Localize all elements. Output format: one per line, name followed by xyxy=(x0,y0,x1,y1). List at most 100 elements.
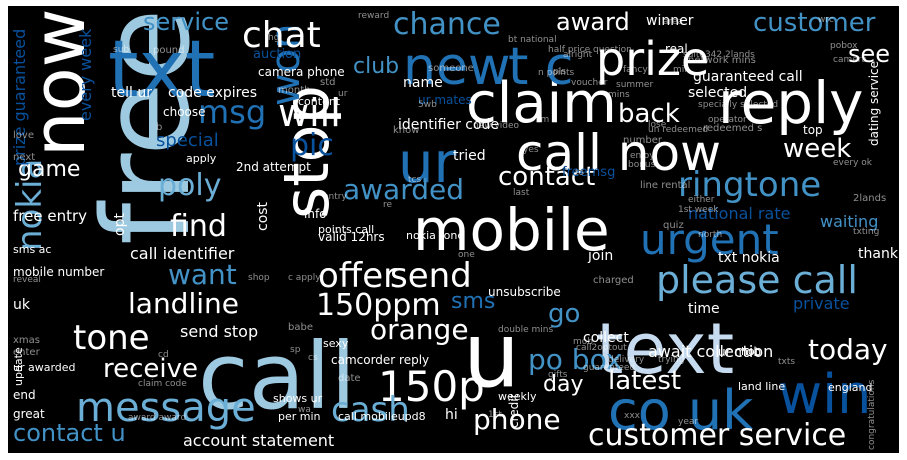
word-contact-u: contact u xyxy=(13,419,126,447)
word-pls: pls xyxy=(553,67,566,77)
word-fancy: fancy xyxy=(623,65,648,75)
word-150ppm: 150ppm xyxy=(316,288,441,323)
word-1st: 1st xyxy=(488,410,502,420)
word-camera: camera xyxy=(833,55,867,65)
word-awarded: awarded xyxy=(343,173,465,206)
word-will: will xyxy=(278,91,341,135)
word-uk: uk xyxy=(13,297,30,313)
word-entry: entry xyxy=(323,192,347,202)
word-call-mobileupd8: call mobileupd8 xyxy=(338,410,426,423)
word-auction: auction xyxy=(253,47,302,62)
word-yes: yes xyxy=(523,145,539,155)
word-date: date xyxy=(338,373,361,384)
word-ur: ur xyxy=(398,131,457,196)
word-double-mins: double mins xyxy=(498,325,554,335)
word-top: top xyxy=(803,123,823,137)
word-camcorder-reply: camcorder reply xyxy=(331,353,430,367)
word-sms: sms xyxy=(451,289,496,314)
word-great: great xyxy=(13,407,45,421)
word-xxx: xxx xyxy=(624,411,640,421)
word-txting: txting xyxy=(853,227,880,237)
word-content: content xyxy=(298,95,341,108)
word-await-collection: await collection xyxy=(648,342,774,361)
word-month: month xyxy=(278,85,311,96)
word-txt-nokia: txt nokia xyxy=(718,250,780,266)
word-collect: collect xyxy=(583,330,629,346)
word-enter: enter xyxy=(13,347,40,358)
word-voucher: voucher xyxy=(571,78,608,88)
word-cs: cs xyxy=(308,353,318,363)
word-thank: thank xyxy=(858,246,898,262)
word-area: area xyxy=(663,17,684,27)
word-sexy: sexy xyxy=(323,337,349,350)
word-charged: charged xyxy=(593,275,634,286)
word-urgent: urgent xyxy=(640,215,779,264)
word-know: know xyxy=(393,125,420,136)
word-claim: claim xyxy=(466,71,617,136)
word-claim-code: claim code xyxy=(138,379,187,389)
word-pobox: pobox xyxy=(830,41,858,51)
word-next: next xyxy=(13,152,36,163)
word-service: service xyxy=(143,8,229,36)
word-guaranteed: guaranteed xyxy=(583,363,636,373)
word-mob: mob xyxy=(573,337,593,347)
word-hi: hi xyxy=(445,407,458,423)
word-winner: winner xyxy=(646,13,694,29)
word-apply: apply xyxy=(186,152,217,165)
word-re: re xyxy=(383,200,393,210)
word-msg: msg xyxy=(198,93,267,131)
word-lose: lose xyxy=(648,120,667,130)
word-bonus: bonus xyxy=(628,160,656,170)
word-call-identifier: call identifier xyxy=(130,244,235,263)
word-please-call: please call xyxy=(656,258,858,302)
word-150p: 150p xyxy=(378,362,485,411)
word-call: call xyxy=(198,323,357,430)
word-offer: offer xyxy=(318,256,398,296)
word-love: love xyxy=(13,130,34,141)
word-pound: pound xyxy=(153,45,185,56)
word-tcs: tcs xyxy=(408,175,422,185)
word-camera-phone: camera phone xyxy=(258,65,345,79)
word-guaranteed-call: guaranteed call xyxy=(693,69,803,85)
word-wa: wa xyxy=(298,405,311,415)
word-end: end xyxy=(13,388,36,402)
word-year: year xyxy=(678,417,699,427)
word-quiz: quiz xyxy=(663,220,684,231)
word-opt: opt xyxy=(112,213,128,236)
word-new: new xyxy=(403,37,511,97)
word-tone: tone xyxy=(73,318,150,358)
word-code-expires: code expires xyxy=(168,85,257,101)
word-chat: chat xyxy=(242,15,321,56)
word-want: want xyxy=(168,258,237,291)
word-tried: tried xyxy=(453,148,486,164)
word-un-redeemed: un redeemed xyxy=(648,125,709,135)
word-weekly: weekly xyxy=(498,390,537,403)
word-5wb: 5wb xyxy=(418,100,437,110)
word-ur: ur xyxy=(338,89,348,99)
word-cd: cd xyxy=(158,350,169,360)
word-alright: alright xyxy=(563,50,593,60)
word-f: f xyxy=(313,400,317,410)
word-line-rental: line rental xyxy=(640,180,691,191)
word-award: award xyxy=(556,8,630,36)
word-network-mins: network mins xyxy=(688,55,756,66)
word-2lands: 2lands xyxy=(853,193,887,204)
word-c-apply: c apply xyxy=(288,273,321,283)
word-babe: babe xyxy=(288,322,313,333)
word-points-call: points call xyxy=(318,223,375,236)
word-someone: someone xyxy=(428,63,474,74)
word-send-stop: send stop xyxy=(180,322,259,341)
word-real: real xyxy=(665,42,688,56)
word-customer: customer xyxy=(753,8,876,38)
word-club: club xyxy=(353,54,400,79)
word-new-video: new video xyxy=(473,121,520,131)
word-bt-national: bt national xyxy=(508,35,557,45)
word-shows-ur: shows ur xyxy=(273,392,323,405)
word-time: time xyxy=(688,301,720,317)
word-unsubscribe: unsubscribe xyxy=(488,285,561,299)
word-enjoy: enjoy xyxy=(630,151,655,161)
word-ur-awarded: ur awarded xyxy=(13,361,76,374)
word-im: im xyxy=(538,115,550,125)
word-receive: receive xyxy=(103,354,199,384)
word-ur-mob: ur mob xyxy=(718,345,762,359)
